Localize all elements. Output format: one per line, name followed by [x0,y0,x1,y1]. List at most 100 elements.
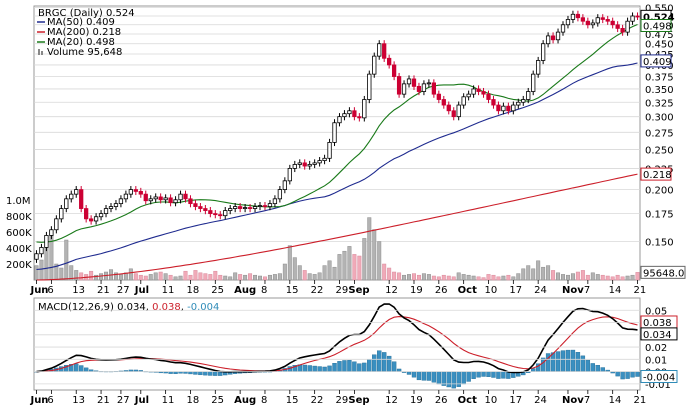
candle-body [173,199,178,204]
candle-body [486,93,491,100]
volume-bar [382,263,387,281]
macd-histogram-bar [620,371,625,380]
volume-bar [491,274,496,281]
volume-bar [327,260,332,281]
volume-bar [526,265,531,281]
price-tag-box [640,18,672,32]
candle-body [541,43,546,61]
volume-tick-label: 200K [6,260,32,271]
volume-bar [312,274,317,281]
macd-histogram-bar [481,371,486,377]
volume-bar [471,275,476,281]
volume-bar [402,274,407,281]
candle-body [382,43,387,59]
macd-tag-label: 0.034 [643,330,672,341]
volume-bar [357,255,362,281]
price-tick-label: 0.200 [645,186,674,197]
candle-body [550,35,556,41]
candle-body [491,99,496,106]
price-tick-label: 0.550 [645,4,674,15]
candle-body [233,206,238,209]
macd-histogram-bar [496,371,501,379]
candle-body [69,193,74,200]
price-panel-frame [33,5,641,281]
x-tick-label: 12 [385,395,398,406]
macd-title-part: MACD(12,26,9) [38,302,117,313]
volume-bar [248,273,253,281]
macd-histogram-bar [386,355,392,372]
x-tick-label: 18 [186,285,199,296]
candle-body [526,91,531,100]
grid-lines [33,5,641,391]
x-tick-label: Jun [29,395,48,406]
volume-bar [143,275,148,281]
candle-body [118,198,124,205]
price-tag-box [640,54,672,68]
candle-body [411,78,417,87]
candle-body [421,83,427,92]
x-tick-label: Nov [562,395,584,406]
x-tick-label: 25 [211,395,224,406]
volume-bar [178,275,183,281]
candle-body [242,207,248,209]
candle-body [88,218,94,222]
candle-body [630,15,635,22]
candle-body [635,15,640,18]
x-tick-label: 29 [335,395,348,406]
macd-histogram-bar [555,351,561,372]
x-tick-label: 27 [117,285,130,296]
volume-bar [218,274,223,281]
volume-bar [307,273,312,281]
volume-bar [183,270,188,281]
volume-bar [610,276,615,281]
macd-histogram-bar [486,371,491,377]
price-tag-label: 0.409 [643,57,672,68]
volume-bar [615,274,620,281]
candle-body [461,96,466,106]
candle-body [337,116,342,124]
volume-bar [297,265,302,281]
candle-body [352,110,357,118]
candle-body [585,20,590,26]
candle-body [322,157,327,161]
macd-histogram-bar [342,360,347,372]
volume-bar [551,270,556,281]
macd-histogram-bar [431,371,437,383]
macd-signal-line [36,316,638,373]
macd-tick-label: -0.01 [645,380,671,391]
macd-histogram-bar [362,362,367,372]
x-tick-label: Jun [29,285,48,296]
candle-body [128,189,133,195]
candle-body [213,213,218,216]
volume-bar [372,229,377,281]
volume-bar [600,274,605,281]
candle-body [292,164,297,169]
x-tick-label: Nov [562,285,584,296]
x-tick-label: Sep [348,395,369,406]
candle-body [466,93,471,98]
price-tick-label: 0.475 [645,30,674,41]
volume-bar [441,274,446,281]
candle-body [297,162,302,165]
volume-bar [193,270,198,281]
volume-tick-label: 1.0M [6,196,31,207]
candle-body [44,235,49,248]
volume-bar [496,276,501,281]
legend-label: MA(200) 0.218 [47,27,121,38]
price-tick-label: 0.175 [645,210,674,221]
volume-bar [561,274,565,281]
candle-body [123,193,129,200]
macd-histogram-bar [357,363,362,372]
macd-histogram-bar [456,371,461,387]
moving-averages [36,23,638,281]
candle-body [272,198,278,205]
candle-body [342,113,347,118]
macd-histogram-bar [630,371,635,378]
volume-bar [173,276,178,281]
macd-histogram-bar [436,371,442,385]
volume-bar [630,274,635,281]
volume-bar [113,272,118,281]
x-tick-label: 8 [261,395,267,406]
candle-body [39,247,44,255]
